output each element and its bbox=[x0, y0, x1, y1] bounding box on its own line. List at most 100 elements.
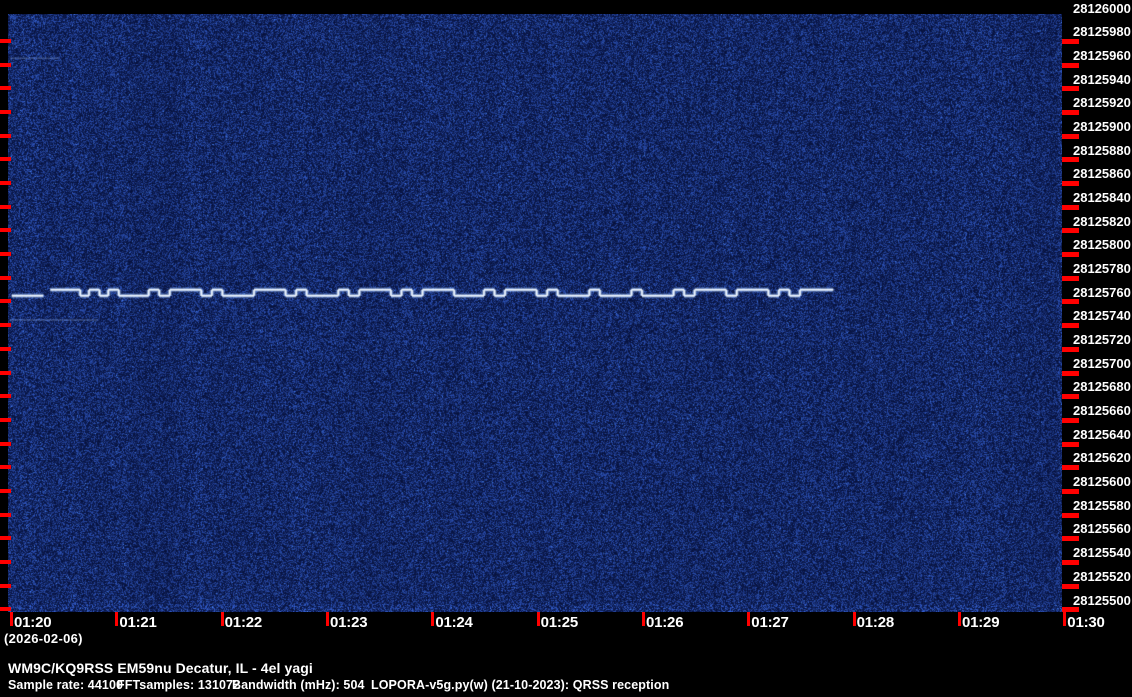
freq-tick-left bbox=[0, 346, 11, 351]
time-tick bbox=[641, 612, 645, 626]
bandwidth-info: Bandwidth (mHz): 504 bbox=[232, 678, 365, 692]
freq-tick-left bbox=[0, 275, 11, 280]
freq-tick-right bbox=[1062, 204, 1079, 210]
freq-tick-right bbox=[1062, 512, 1079, 518]
freq-axis-label: 28125780 bbox=[1073, 260, 1131, 276]
freq-tick-right bbox=[1062, 346, 1079, 352]
freq-axis-label: 28125540 bbox=[1073, 545, 1131, 561]
freq-tick-left bbox=[0, 157, 11, 162]
freq-tick-right bbox=[1062, 86, 1079, 92]
freq-tick-right bbox=[1062, 133, 1079, 139]
time-tick bbox=[747, 612, 751, 626]
time-axis-label: 01:25 bbox=[540, 614, 579, 631]
freq-tick-right bbox=[1062, 157, 1079, 163]
freq-axis-label: 28125800 bbox=[1073, 237, 1131, 253]
time-tick bbox=[852, 612, 856, 626]
fft-samples-info: FFTsamples: 131072 bbox=[117, 678, 241, 692]
freq-tick-right bbox=[1062, 607, 1079, 613]
freq-axis-label: 28125920 bbox=[1073, 95, 1131, 111]
time-tick bbox=[325, 612, 329, 626]
freq-tick-left bbox=[0, 86, 11, 91]
station-info: WM9C/KQ9RSS EM59nu Decatur, IL - 4el yag… bbox=[8, 660, 313, 676]
freq-axis-label: 28125560 bbox=[1073, 521, 1131, 537]
freq-tick-right bbox=[1062, 39, 1079, 44]
time-axis-label: 01:22 bbox=[224, 614, 263, 631]
freq-tick-right bbox=[1062, 275, 1079, 281]
freq-tick-right bbox=[1062, 252, 1079, 258]
freq-tick-left bbox=[0, 512, 11, 517]
freq-axis-label: 28125860 bbox=[1073, 166, 1131, 182]
freq-axis-label: 28125640 bbox=[1073, 426, 1131, 442]
time-tick bbox=[957, 612, 961, 626]
freq-axis-label: 28125620 bbox=[1073, 450, 1131, 466]
time-tick bbox=[10, 612, 13, 626]
time-axis-label: 01:27 bbox=[751, 614, 789, 631]
time-axis-label: 01:28 bbox=[856, 614, 895, 631]
freq-axis-label: 28125660 bbox=[1073, 403, 1131, 419]
freq-tick-left bbox=[0, 110, 11, 115]
spectrogram-canvas bbox=[8, 14, 1062, 612]
freq-axis-label: 28125960 bbox=[1073, 47, 1131, 63]
freq-tick-left bbox=[0, 559, 11, 564]
time-axis-label: 01:20 bbox=[14, 614, 52, 631]
freq-axis-label: 28125740 bbox=[1073, 308, 1131, 324]
sample-rate-info: Sample rate: 44100 bbox=[8, 678, 124, 692]
freq-tick-left bbox=[0, 252, 11, 257]
freq-tick-left bbox=[0, 204, 11, 209]
freq-tick-left bbox=[0, 441, 11, 446]
software-version-info: LOPORA-v5g.py(w) (21-10-2023): QRSS rece… bbox=[371, 678, 670, 692]
freq-tick-right bbox=[1062, 536, 1079, 542]
freq-tick-right bbox=[1062, 62, 1079, 68]
time-tick bbox=[1063, 612, 1067, 626]
freq-tick-right bbox=[1062, 465, 1079, 471]
freq-tick-right bbox=[1062, 323, 1079, 329]
freq-axis-label: 28125900 bbox=[1073, 118, 1131, 134]
freq-tick-left bbox=[0, 370, 11, 375]
freq-tick-left bbox=[0, 228, 11, 233]
freq-axis-label: 28125820 bbox=[1073, 213, 1131, 229]
freq-tick-left bbox=[0, 323, 11, 328]
freq-tick-right bbox=[1062, 370, 1079, 376]
freq-tick-left bbox=[0, 394, 11, 399]
freq-tick-left bbox=[0, 62, 11, 67]
freq-tick-left bbox=[0, 607, 11, 612]
freq-axis-label: 28125700 bbox=[1073, 355, 1131, 371]
freq-axis-label: 28125880 bbox=[1073, 142, 1131, 158]
freq-tick-right bbox=[1062, 228, 1079, 234]
time-tick bbox=[431, 612, 435, 626]
freq-tick-left bbox=[0, 536, 11, 541]
freq-tick-right bbox=[1062, 417, 1079, 423]
freq-axis-label: 28125720 bbox=[1073, 332, 1131, 348]
freq-tick-left bbox=[0, 181, 11, 186]
freq-axis-label: 28125760 bbox=[1073, 284, 1131, 300]
time-axis-label: 01:30 bbox=[1067, 614, 1105, 631]
freq-tick-left bbox=[0, 133, 11, 138]
freq-tick-left bbox=[0, 488, 11, 493]
freq-axis-label: 28126000 bbox=[1073, 0, 1131, 16]
freq-tick-right bbox=[1062, 299, 1079, 305]
freq-tick-left bbox=[0, 299, 11, 304]
time-axis-label: 01:21 bbox=[119, 614, 157, 631]
freq-tick-left bbox=[0, 39, 11, 43]
freq-axis-label: 28125580 bbox=[1073, 497, 1131, 513]
freq-tick-left bbox=[0, 583, 11, 588]
freq-axis-label: 28125840 bbox=[1073, 189, 1131, 205]
time-tick bbox=[115, 612, 119, 626]
time-tick bbox=[220, 612, 224, 626]
date-annotation: (2026-02-06) bbox=[4, 631, 83, 646]
time-axis-label: 01:24 bbox=[435, 614, 473, 631]
freq-tick-right bbox=[1062, 583, 1079, 589]
freq-axis-label: 28125600 bbox=[1073, 474, 1131, 490]
time-axis-label: 01:26 bbox=[645, 614, 684, 631]
time-axis-label: 01:23 bbox=[329, 614, 368, 631]
freq-axis-label: 28125680 bbox=[1073, 379, 1131, 395]
freq-axis-label: 28125520 bbox=[1073, 568, 1131, 584]
freq-tick-right bbox=[1062, 110, 1079, 116]
freq-tick-right bbox=[1062, 181, 1079, 187]
freq-tick-right bbox=[1062, 441, 1079, 447]
time-tick bbox=[536, 612, 540, 626]
freq-axis-label: 28125940 bbox=[1073, 71, 1131, 87]
freq-tick-right bbox=[1062, 488, 1079, 494]
freq-tick-left bbox=[0, 465, 11, 470]
